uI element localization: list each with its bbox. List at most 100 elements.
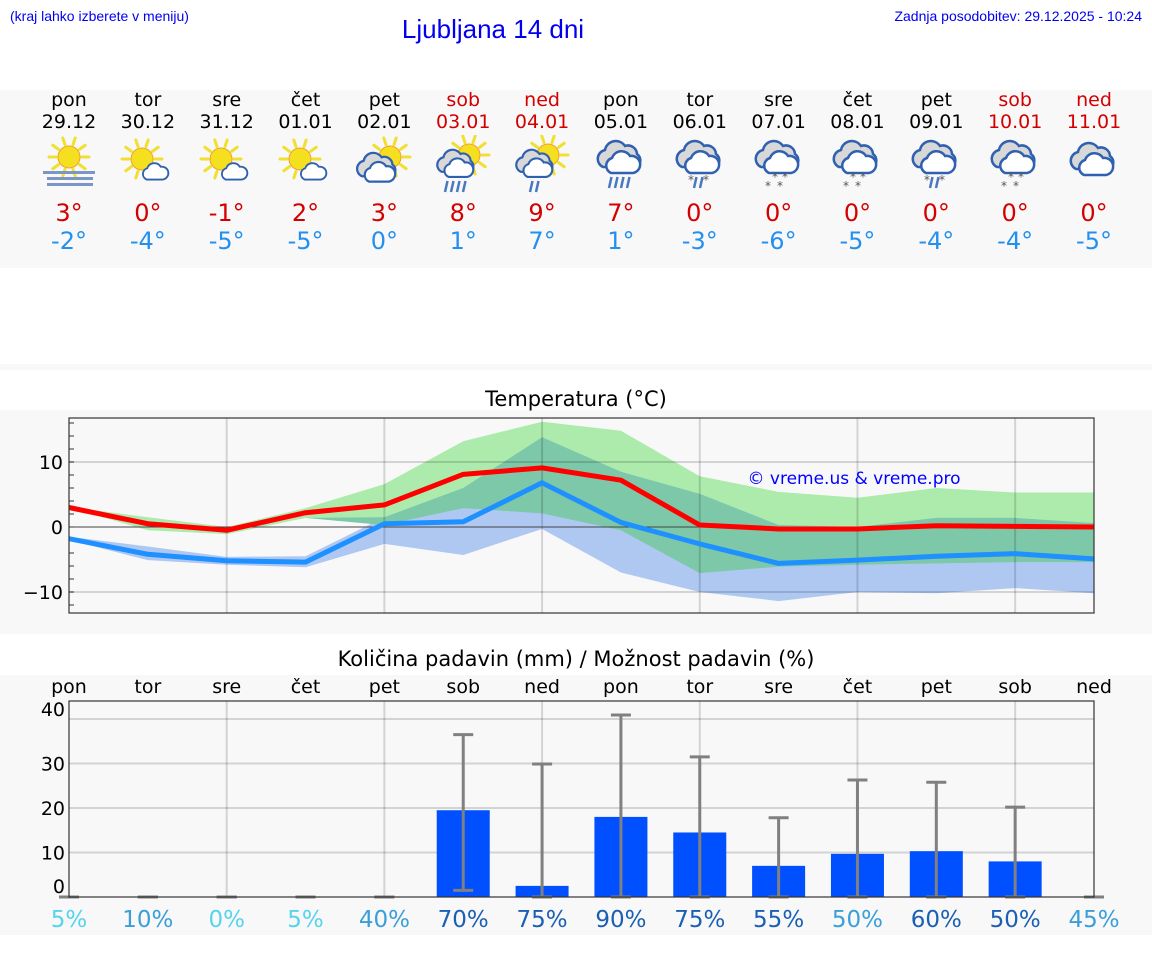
y-tick-label: 0 (53, 876, 65, 898)
cloud-icon (141, 162, 170, 181)
min-temperature: -2° (51, 227, 87, 255)
snowflake-icon: * ** * (765, 170, 788, 193)
divider (0, 364, 1152, 370)
plot-frame (68, 417, 1095, 614)
cloud-icon (990, 139, 1036, 175)
y-tick-label: 30 (41, 754, 65, 776)
svg-text:*: * (1008, 170, 1014, 184)
cloud-icon (1069, 141, 1115, 177)
svg-text:*: * (924, 173, 930, 187)
precipitation-probability: 45% (1068, 907, 1119, 933)
day-name: sre (212, 89, 242, 111)
day-forecast: sre 07.01 * * * * 0° -6° (740, 89, 818, 255)
sun-small-cloud-icon (278, 138, 327, 181)
max-temperature: 3° (370, 199, 399, 227)
svg-text:*: * (772, 170, 778, 184)
cloud-icon (911, 139, 957, 175)
day-date: 11.01 (1066, 111, 1122, 133)
day-forecast: sob 10.01 * * * * 0° -4° (976, 89, 1054, 255)
day-forecast: čet 01.01 2° -5° (267, 89, 345, 255)
plot-frame (68, 700, 1095, 898)
min-temperature: 0° (370, 227, 399, 255)
min-temperature: -5° (208, 227, 245, 255)
sun-small-cloud-icon (199, 138, 248, 181)
y-tick-label: 10 (41, 843, 65, 865)
svg-text:*: * (1001, 179, 1007, 193)
day-forecast: ned 11.01 0° -5° (1055, 89, 1133, 255)
daily-forecast-strip (0, 90, 1152, 268)
day-label: pet (369, 676, 400, 698)
day-name: sob (998, 89, 1032, 111)
day-name: čet (842, 89, 873, 111)
svg-text:*: * (765, 179, 771, 193)
day-label: sre (764, 676, 793, 698)
precipitation-probability: 60% (911, 907, 962, 933)
min-temperature: -5° (287, 227, 324, 255)
rain-icon (692, 176, 704, 189)
day-forecast: pet 09.01 * * 0° -4° (897, 89, 975, 255)
rain-icon (443, 180, 467, 193)
day-forecast: pon 05.01 7° 1° (582, 89, 660, 255)
day-label: sre (212, 676, 241, 698)
max-temperature: 3° (55, 199, 83, 227)
page-title: Ljubljana 14 dni (401, 14, 585, 44)
day-date: 30.12 (120, 111, 176, 133)
sun-icon (47, 136, 91, 178)
day-forecast: pet 02.01 3° 0° (345, 89, 423, 255)
max-temperature: 0° (764, 199, 793, 227)
day-date: 05.01 (593, 111, 649, 133)
svg-text:*: * (1013, 179, 1019, 193)
city-menu-hint: (kraj lahko izberete v meniju) (10, 8, 189, 24)
watermark: © vreme.us & vreme.pro (747, 469, 960, 489)
precipitation-probability: 50% (832, 907, 883, 933)
precipitation-probability: 50% (990, 907, 1041, 933)
svg-text:*: * (855, 179, 861, 193)
y-tick-label: −10 (23, 582, 63, 604)
max-temperature: 0° (1001, 199, 1029, 227)
day-name: čet (290, 89, 321, 111)
precipitation-error-bar (453, 733, 474, 892)
last-updated: Zadnja posodobitev: 29.12.2025 - 10:24 (894, 8, 1142, 24)
cloud-icon (515, 148, 554, 178)
svg-text:*: * (777, 179, 783, 193)
svg-text:*: * (688, 173, 694, 187)
cloud-sleet-icon: * * (911, 139, 957, 189)
cloud-icon (596, 139, 642, 175)
min-temperature: 7° (528, 227, 556, 255)
cloud-icon (675, 139, 721, 175)
y-tick-label: 40 (41, 699, 65, 721)
day-forecast: ned 04.01 9° 7° (503, 89, 581, 255)
rain-icon (929, 176, 941, 189)
day-forecast: pon 29.12 3° -2° (30, 89, 108, 255)
precipitation-probability: 10% (122, 907, 173, 933)
sun-cloud-rain-icon (515, 135, 570, 193)
day-date: 02.01 (357, 111, 412, 133)
rain-icon (528, 180, 540, 193)
svg-text:*: * (939, 173, 945, 187)
precipitation-probability: 5% (287, 907, 324, 933)
day-label: pon (603, 676, 639, 698)
precipitation-probability: 75% (674, 907, 725, 933)
precipitation-probability: 0% (208, 907, 245, 933)
day-name: tor (686, 89, 714, 111)
svg-text:*: * (782, 170, 788, 184)
cloud-icon (436, 148, 475, 178)
cloud-icon (220, 162, 248, 181)
day-label: tor (686, 676, 713, 698)
day-label: pon (51, 676, 87, 698)
cloud-snow-icon: * ** * (833, 139, 878, 193)
day-label: čet (843, 676, 873, 698)
cloud-snow-icon: * ** * (754, 139, 800, 193)
day-name: sre (764, 89, 794, 111)
cloud-icon (754, 139, 800, 175)
max-temperature-line (68, 465, 1095, 533)
sun-fog-icon (43, 136, 95, 186)
cloud-icon (833, 139, 878, 175)
snowflake-icon: * * (688, 173, 709, 187)
precipitation-probability: 90% (595, 907, 646, 933)
partly-cloudy-icon (356, 136, 412, 183)
precipitation-probability: 75% (517, 907, 568, 933)
min-temperature: 1° (607, 227, 635, 255)
day-forecast: sob 03.01 8° 1° (424, 89, 502, 255)
cloud-heavy-rain-icon (596, 139, 642, 189)
